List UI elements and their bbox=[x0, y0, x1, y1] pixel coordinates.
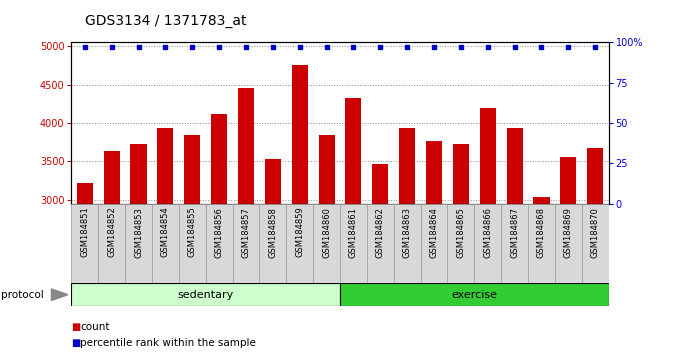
FancyBboxPatch shape bbox=[475, 204, 501, 283]
Text: GSM184863: GSM184863 bbox=[403, 207, 411, 258]
FancyBboxPatch shape bbox=[582, 204, 609, 283]
FancyBboxPatch shape bbox=[555, 204, 582, 283]
Text: GSM184853: GSM184853 bbox=[134, 207, 143, 258]
FancyBboxPatch shape bbox=[367, 204, 394, 283]
Bar bbox=[211, 114, 227, 354]
Bar bbox=[399, 129, 415, 354]
FancyBboxPatch shape bbox=[152, 204, 179, 283]
Bar bbox=[453, 144, 469, 354]
Text: GDS3134 / 1371783_at: GDS3134 / 1371783_at bbox=[85, 14, 246, 28]
Text: exercise: exercise bbox=[452, 290, 497, 300]
Bar bbox=[587, 148, 603, 354]
Text: GSM184855: GSM184855 bbox=[188, 207, 197, 257]
Bar bbox=[157, 129, 173, 354]
Bar bbox=[560, 157, 577, 354]
Text: GSM184864: GSM184864 bbox=[430, 207, 439, 258]
FancyBboxPatch shape bbox=[286, 204, 313, 283]
Text: count: count bbox=[80, 322, 109, 332]
Text: GSM184870: GSM184870 bbox=[591, 207, 600, 258]
Text: protocol: protocol bbox=[1, 290, 44, 300]
FancyBboxPatch shape bbox=[394, 204, 420, 283]
FancyBboxPatch shape bbox=[447, 204, 475, 283]
Text: GSM184866: GSM184866 bbox=[483, 207, 492, 258]
Text: GSM184868: GSM184868 bbox=[537, 207, 546, 258]
Bar bbox=[184, 135, 201, 354]
Text: GSM184852: GSM184852 bbox=[107, 207, 116, 257]
FancyBboxPatch shape bbox=[501, 204, 528, 283]
Text: GSM184857: GSM184857 bbox=[241, 207, 250, 258]
FancyBboxPatch shape bbox=[233, 204, 260, 283]
Text: GSM184858: GSM184858 bbox=[269, 207, 277, 258]
Text: GSM184867: GSM184867 bbox=[510, 207, 519, 258]
FancyBboxPatch shape bbox=[340, 283, 609, 306]
Bar bbox=[103, 151, 120, 354]
Text: GSM184856: GSM184856 bbox=[215, 207, 224, 258]
Bar bbox=[345, 98, 362, 354]
Bar bbox=[238, 88, 254, 354]
Bar bbox=[77, 183, 93, 354]
Text: GSM184854: GSM184854 bbox=[161, 207, 170, 257]
FancyBboxPatch shape bbox=[420, 204, 447, 283]
FancyBboxPatch shape bbox=[260, 204, 286, 283]
Polygon shape bbox=[52, 289, 68, 301]
Bar bbox=[131, 144, 147, 354]
FancyBboxPatch shape bbox=[313, 204, 340, 283]
Bar bbox=[507, 129, 523, 354]
FancyBboxPatch shape bbox=[179, 204, 206, 283]
FancyBboxPatch shape bbox=[71, 283, 340, 306]
Text: GSM184860: GSM184860 bbox=[322, 207, 331, 258]
Text: GSM184861: GSM184861 bbox=[349, 207, 358, 258]
Bar bbox=[318, 135, 335, 354]
Bar bbox=[533, 198, 549, 354]
Text: GSM184851: GSM184851 bbox=[80, 207, 89, 257]
Bar bbox=[372, 165, 388, 354]
FancyBboxPatch shape bbox=[71, 204, 99, 283]
Bar bbox=[479, 108, 496, 354]
FancyBboxPatch shape bbox=[99, 204, 125, 283]
FancyBboxPatch shape bbox=[528, 204, 555, 283]
Text: GSM184859: GSM184859 bbox=[295, 207, 304, 257]
Bar bbox=[292, 65, 308, 354]
Text: GSM184865: GSM184865 bbox=[456, 207, 465, 258]
Bar bbox=[426, 142, 442, 354]
Text: GSM184869: GSM184869 bbox=[564, 207, 573, 258]
Text: ■: ■ bbox=[71, 338, 81, 348]
FancyBboxPatch shape bbox=[125, 204, 152, 283]
Bar bbox=[265, 159, 281, 354]
FancyBboxPatch shape bbox=[340, 204, 367, 283]
Text: percentile rank within the sample: percentile rank within the sample bbox=[80, 338, 256, 348]
Text: ■: ■ bbox=[71, 322, 81, 332]
Text: sedentary: sedentary bbox=[177, 290, 234, 300]
Text: GSM184862: GSM184862 bbox=[376, 207, 385, 258]
FancyBboxPatch shape bbox=[206, 204, 233, 283]
